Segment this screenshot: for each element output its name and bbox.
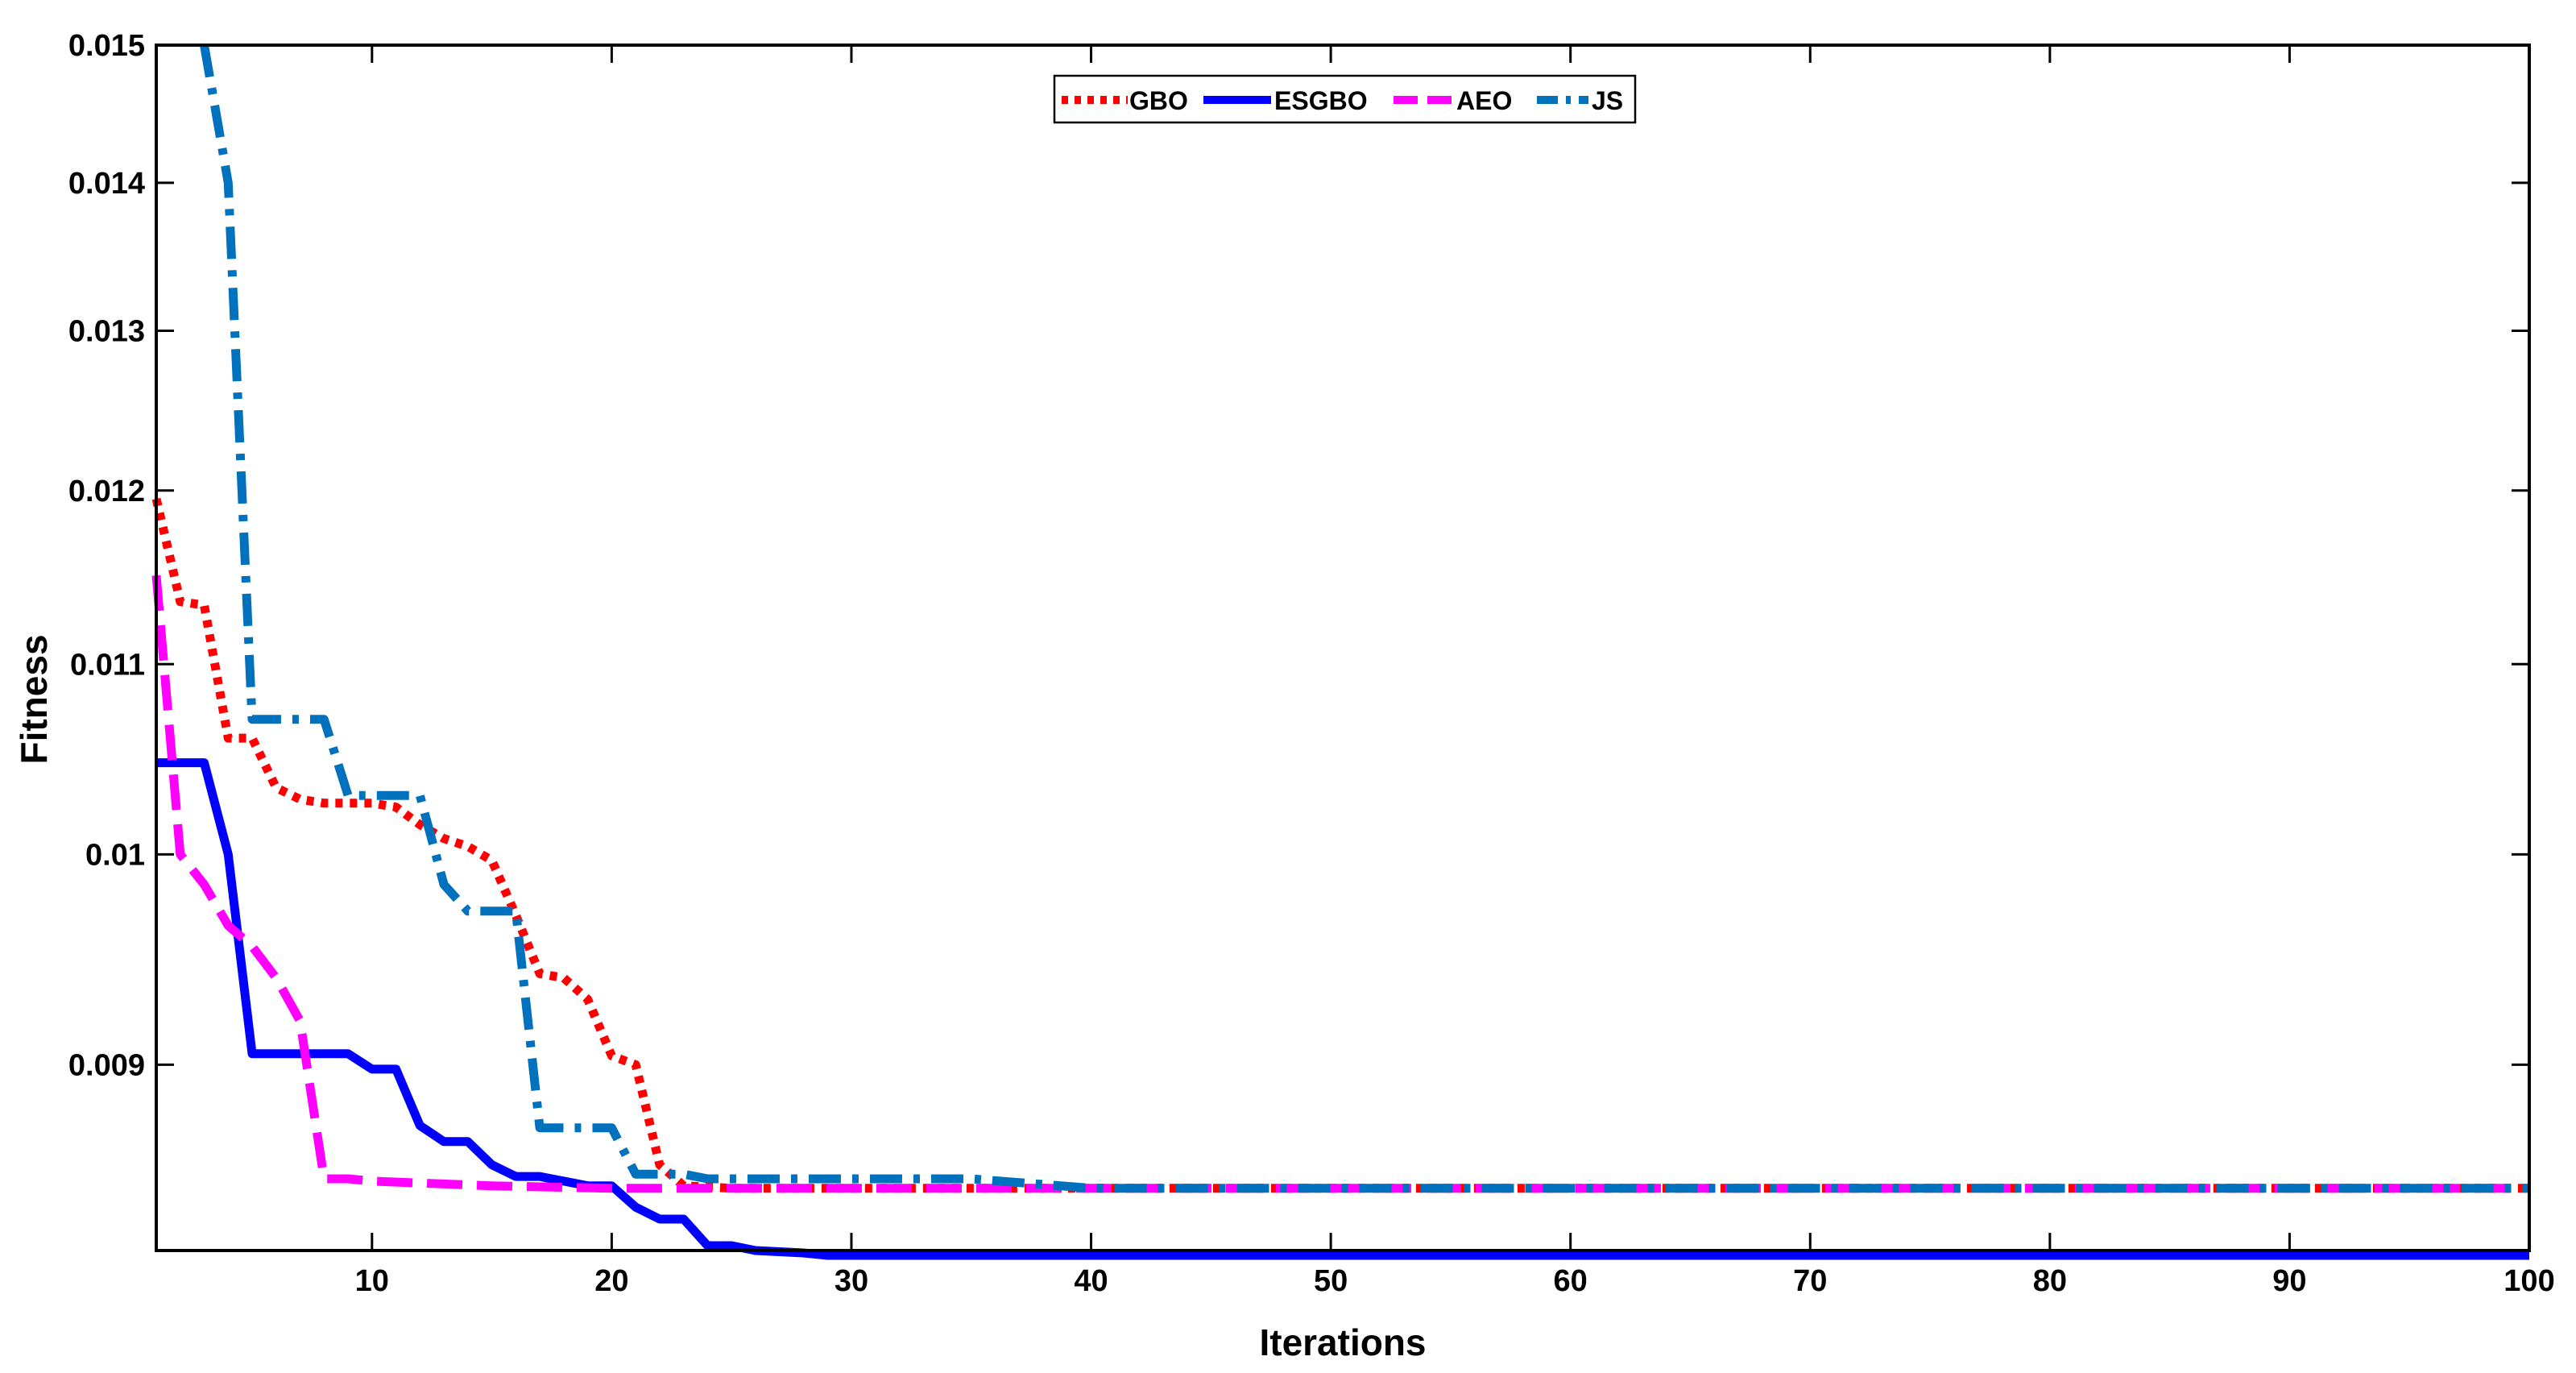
x-axis-title: Iterations bbox=[1259, 1321, 1426, 1363]
legend-label-esgbo: ESGBO bbox=[1274, 86, 1368, 115]
x-tick-label: 80 bbox=[2033, 1264, 2067, 1298]
plot-frame bbox=[155, 44, 2531, 1252]
series-line-esgbo bbox=[156, 758, 2529, 1260]
series-layer bbox=[151, 44, 2529, 1260]
legend-label-aeo: AEO bbox=[1456, 86, 1512, 115]
legend-label-js: JS bbox=[1592, 86, 1623, 115]
x-tick-label: 60 bbox=[1554, 1264, 1588, 1298]
series-line-aeo bbox=[151, 575, 2529, 1193]
series-line-js bbox=[200, 44, 2529, 1193]
legend: GBO ESGBO AEO JS bbox=[1053, 74, 1637, 124]
x-tick-label: 40 bbox=[1074, 1264, 1108, 1298]
legend-label-gbo: GBO bbox=[1129, 86, 1188, 115]
y-tick-label: 0.01 bbox=[85, 838, 145, 872]
x-tick-label: 20 bbox=[594, 1264, 628, 1298]
x-tick-label: 30 bbox=[835, 1264, 868, 1298]
y-tick-label: 0.012 bbox=[68, 475, 145, 508]
y-tick-label: 0.013 bbox=[68, 314, 145, 348]
x-tick-label: 10 bbox=[355, 1264, 389, 1298]
x-tick-label: 70 bbox=[1793, 1264, 1827, 1298]
y-tick-label: 0.011 bbox=[70, 648, 145, 682]
x-tick-label: 50 bbox=[1314, 1264, 1348, 1298]
y-tick-label: 0.009 bbox=[68, 1048, 145, 1082]
y-axis-ticks: 0.009 0.01 0.011 0.012 0.013 0.014 0.015 bbox=[68, 29, 2529, 1082]
y-tick-label: 0.014 bbox=[68, 167, 145, 201]
x-tick-label: 100 bbox=[2504, 1264, 2554, 1298]
x-tick-label: 90 bbox=[2272, 1264, 2306, 1298]
x-axis-ticks: 10 20 30 40 50 60 70 80 90 100 bbox=[355, 45, 2555, 1298]
y-tick-label: 0.015 bbox=[68, 29, 145, 63]
y-axis-title: Fitness bbox=[13, 634, 55, 764]
legend-entries: GBO ESGBO AEO JS bbox=[1062, 86, 1623, 115]
